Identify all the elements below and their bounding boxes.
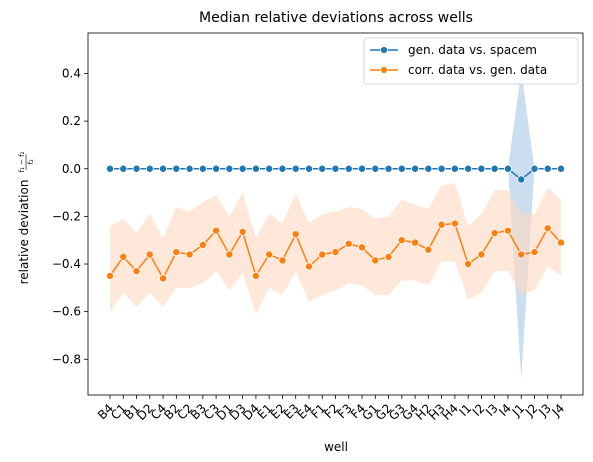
series-1-point [251,271,260,280]
series-1-point [344,239,353,248]
legend: gen. data vs. spacem corr. data vs. gen.… [363,37,579,85]
series-markers [106,164,566,283]
series-0-point [145,164,154,173]
series-0-point [185,164,194,173]
series-0-point [198,164,207,173]
series-0-point [278,164,287,173]
series-1-point [503,226,512,235]
series-1-point [411,238,420,247]
series-0-point [397,164,406,173]
x-tick-label: J4 [549,401,568,420]
x-axis: B4C1B1D2C4B2C2B3C3D1D3D4E1E2E3E4F1F2F3F4… [95,395,567,423]
series-0-point [304,164,313,173]
series-1-point [304,262,313,271]
series-1-point [437,220,446,229]
series-1-point [477,250,486,259]
series-1-point [543,224,552,233]
confidence-bands [110,71,561,379]
series-0-point [318,164,327,173]
series-0-point [411,164,420,173]
y-tick-label: 0.4 [62,66,81,80]
series-1-point [384,252,393,261]
y-axis-label-group: relative deviation f₁ − f₂ f₂ [17,151,35,284]
series-1-point [557,238,566,247]
series-1-point [212,226,221,235]
legend-marker-gen-vs-spacem [380,46,388,54]
y-axis: 0.4 0.2 0.0 −0.2 −0.4 −0.6 −0.8 [52,66,88,366]
series-0-point [358,164,367,173]
series-0-point [477,164,486,173]
series-0-point [265,164,274,173]
legend-label-gen-vs-spacem: gen. data vs. spacem [408,43,537,57]
legend-marker-corr-vs-gen [380,66,388,74]
series-0-point [543,164,552,173]
y-axis-label: relative deviation [17,180,31,285]
series-0-point [225,164,234,173]
series-1-point [424,245,433,254]
series-0-point [384,164,393,173]
series-0-point [450,164,459,173]
x-axis-label: well [324,440,348,454]
series-1-point [331,248,340,257]
series-0-point [371,164,380,173]
x-tick-label: H4 [439,401,461,423]
series-1-point [145,250,154,259]
series-0-point [132,164,141,173]
series-1-point [265,250,274,259]
series-1-point [517,250,526,259]
series-1-point [225,250,234,259]
series-1-point [238,227,247,236]
series-1-point [278,256,287,265]
y-axis-label-denominator: f₂ [27,159,35,164]
series-0-point [159,164,168,173]
series-0-point [530,164,539,173]
y-tick-label: −0.8 [52,352,81,366]
y-tick-label: −0.2 [52,209,81,223]
series-1-point [291,230,300,239]
legend-label-corr-vs-gen: corr. data vs. gen. data [408,63,547,77]
series-0-point [106,164,115,173]
series-1-point [490,229,499,238]
series-0-point [172,164,181,173]
series-1-point [172,248,181,257]
series-1-point [450,219,459,228]
series-0-point [517,175,526,184]
series-1-point [119,252,128,261]
series-1-point [371,256,380,265]
y-axis-label-numerator: f₁ − f₂ [18,151,26,172]
y-tick-label: 0.2 [62,114,81,128]
series-0-point [344,164,353,173]
series-0-point [251,164,260,173]
series-0-point [119,164,128,173]
series-1-point [464,260,473,269]
series-1-point [159,274,168,283]
series-0-point [557,164,566,173]
series-1-point [185,250,194,259]
series-0-point [331,164,340,173]
series-0-point [490,164,499,173]
y-tick-label: −0.4 [52,257,81,271]
series-1-point [530,248,539,257]
series-0-point [464,164,473,173]
y-tick-label: −0.6 [52,305,81,319]
series-1-point [106,271,115,280]
chart-title: Median relative deviations across wells [199,10,473,26]
y-tick-label: 0.0 [62,162,81,176]
series-1-point [198,240,207,249]
series-0-point [291,164,300,173]
series-1-point [358,243,367,252]
series-0-point [212,164,221,173]
series-1-point [132,267,141,276]
series-0-point [437,164,446,173]
series-0-point [238,164,247,173]
legend-box [363,37,579,85]
series-0-point [424,164,433,173]
series-0-point [503,164,512,173]
series-1-point [318,250,327,259]
series-1-point [397,236,406,245]
